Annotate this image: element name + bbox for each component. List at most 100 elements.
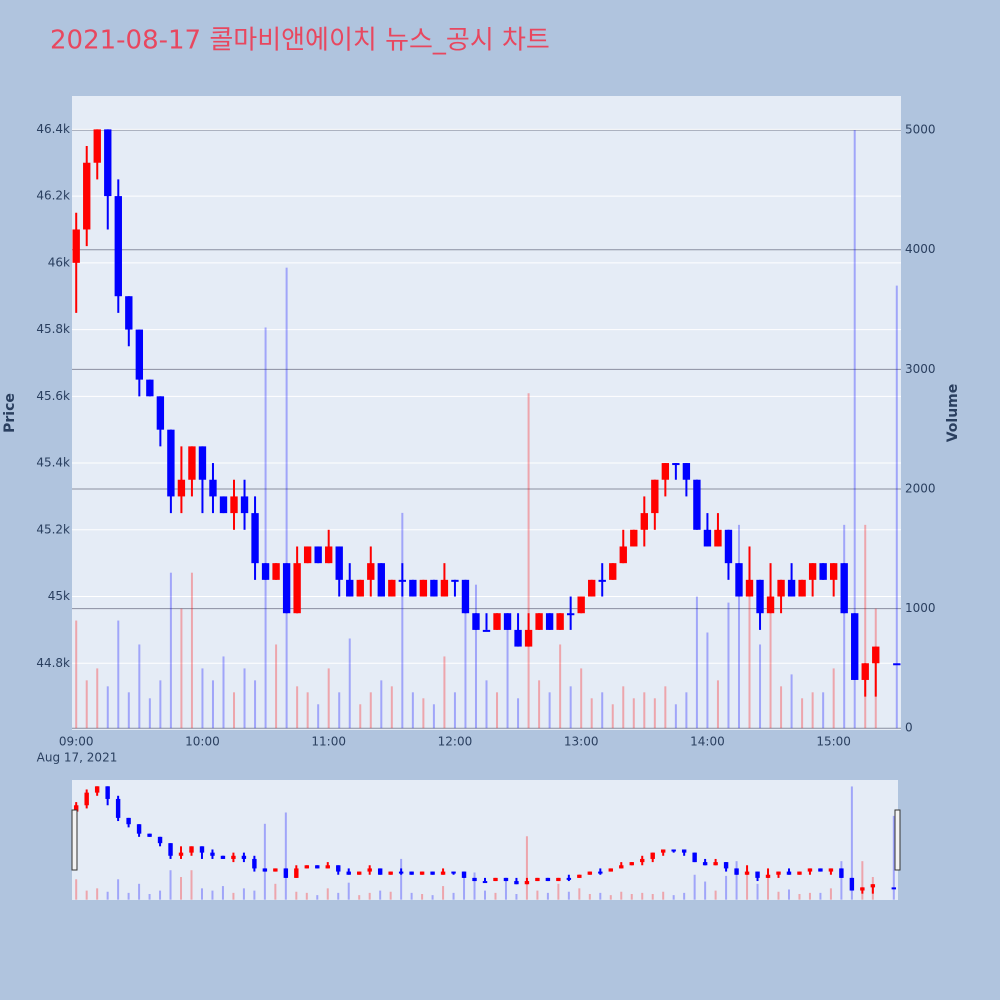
- volume-bar: [780, 686, 783, 729]
- mini-candle-body: [325, 865, 330, 869]
- mini-volume-bar: [840, 861, 843, 900]
- candle-body: [440, 579, 449, 597]
- mini-volume-bar: [368, 892, 371, 900]
- volume-bar: [85, 680, 88, 729]
- mini-candle-body: [157, 836, 163, 844]
- mini-candle-body: [178, 852, 184, 856]
- mini-volume-bar: [620, 891, 623, 900]
- x-tick-label: 09:00: [59, 735, 94, 749]
- candle-body: [125, 296, 133, 330]
- candle-body: [367, 563, 375, 580]
- candle-body: [398, 579, 407, 582]
- mini-candle-body: [650, 852, 655, 859]
- mini-volume-bar: [829, 888, 832, 900]
- candle-body: [430, 579, 438, 597]
- candle-body: [156, 396, 165, 430]
- mini-candle-body: [608, 868, 613, 872]
- y-tick-label: 46k: [48, 255, 70, 269]
- y2-tick-label: 1000: [905, 601, 936, 615]
- volume-bar: [822, 692, 825, 729]
- mini-volume-bar: [599, 892, 602, 900]
- mini-candle-body: [566, 877, 572, 880]
- volume-bar: [643, 692, 646, 729]
- mini-candle-body: [388, 871, 393, 875]
- mini-candle-body: [619, 865, 624, 869]
- volume-bar: [748, 572, 751, 729]
- candle-body: [851, 613, 859, 680]
- mini-candle-body: [147, 833, 152, 837]
- mini-candle-body: [807, 868, 813, 872]
- main-plot: 0 1000 2000 3000 4000 5000 44.8k 45k 45.2k 45.4k 4…: [36, 122, 935, 749]
- volume-bar: [474, 584, 477, 729]
- candle-body: [503, 613, 512, 630]
- mini-candle-body: [744, 871, 750, 875]
- mini-candle-body: [472, 877, 477, 882]
- mini-candle-body: [231, 855, 236, 859]
- volume-bar: [211, 680, 214, 729]
- mini-candle-body: [640, 858, 645, 863]
- chart-title: 2021-08-17 콜마비앤에이치 뉴스_공시 차트: [50, 26, 550, 56]
- volume-bar: [201, 668, 204, 729]
- candle-body: [766, 596, 775, 614]
- volume-bar: [254, 680, 257, 729]
- mini-candle-body: [891, 887, 897, 890]
- candle-body: [251, 513, 259, 564]
- volume-bar: [380, 680, 383, 729]
- candle-body: [756, 579, 764, 614]
- candle-body: [661, 463, 670, 480]
- volume-bar: [695, 596, 698, 729]
- mini-candle-body: [136, 824, 142, 834]
- mini-candle-body: [126, 817, 131, 825]
- mini-candle-body: [84, 792, 89, 806]
- candle-body: [535, 613, 543, 630]
- mini-candle-body: [828, 868, 834, 872]
- candle-body: [630, 529, 638, 547]
- mini-volume-bar: [389, 891, 392, 900]
- mini-volume-bar: [735, 861, 738, 900]
- mini-volume-bar: [200, 888, 203, 900]
- volume-bar: [569, 686, 572, 729]
- mini-candle-body: [346, 871, 351, 875]
- mini-candle-body: [535, 877, 540, 882]
- candle-body: [840, 563, 848, 614]
- slider-handle[interactable]: [71, 809, 78, 871]
- mini-volume-bar: [588, 894, 591, 900]
- volume-bar: [285, 267, 288, 729]
- mini-volume-bar: [452, 892, 455, 900]
- mini-volume-bar: [96, 888, 99, 900]
- candle-body: [798, 579, 806, 597]
- y-tick-label: 45.2k: [36, 522, 70, 536]
- mini-candle-body: [262, 868, 268, 872]
- mini-volume-bar: [410, 892, 413, 900]
- volume-bar: [296, 686, 299, 729]
- mini-candle-body: [723, 862, 729, 869]
- slider-handle[interactable]: [894, 809, 901, 871]
- mini-volume-bar: [777, 891, 780, 900]
- y-axis-title: Price: [2, 393, 18, 433]
- candle-body: [293, 563, 301, 614]
- volume-bar: [506, 620, 509, 729]
- mini-volume-bar: [379, 890, 382, 900]
- mini-candle-body: [577, 874, 582, 878]
- candle-body: [651, 479, 659, 514]
- mini-candle-body: [556, 877, 561, 882]
- volume-bar: [464, 596, 467, 729]
- volume-bar: [443, 656, 446, 729]
- mini-volume-bar: [211, 890, 214, 900]
- volume-bar: [327, 668, 330, 729]
- candle-body: [566, 613, 575, 616]
- volume-bar: [359, 704, 362, 729]
- mini-volume-bar: [169, 870, 172, 900]
- mini-volume-bar: [284, 812, 287, 900]
- candle-body: [819, 563, 827, 580]
- volume-bar: [548, 692, 551, 729]
- mini-volume-bar: [85, 890, 88, 900]
- mini-volume-bar: [242, 888, 245, 900]
- y-tick-label: 45k: [48, 589, 70, 603]
- mini-candle-body: [493, 877, 498, 882]
- volume-bar: [811, 692, 814, 729]
- x-date-label: Aug 17, 2021: [37, 751, 118, 765]
- candle-body: [146, 379, 154, 397]
- mini-volume-bar: [463, 874, 466, 900]
- candle-body: [745, 579, 754, 597]
